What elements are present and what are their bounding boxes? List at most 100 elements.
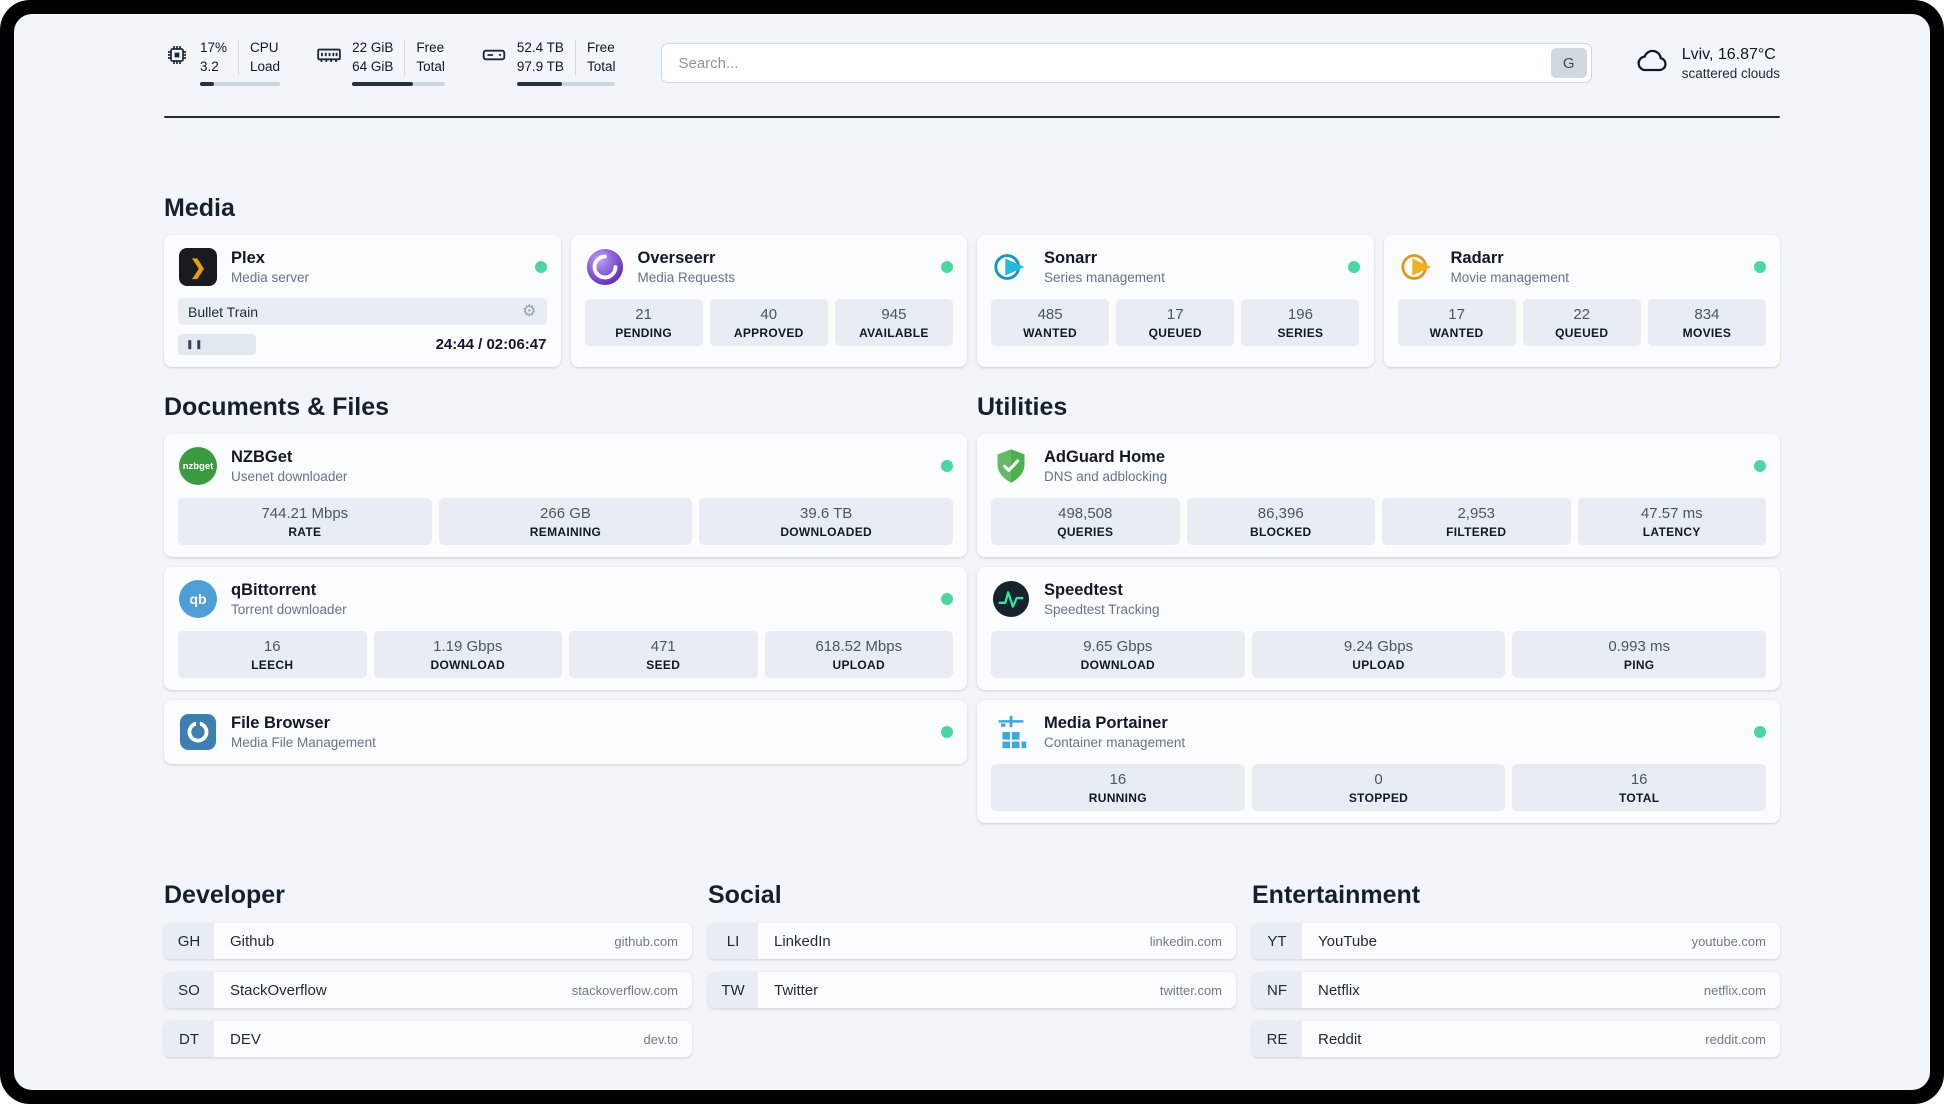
bookmark-url: youtube.com [1691, 933, 1766, 949]
status-dot [1754, 726, 1766, 739]
cloud-icon [1634, 43, 1670, 84]
gear-icon[interactable]: ⚙ [522, 302, 537, 320]
service-name: NZBGet [231, 448, 293, 467]
service-card-overseerr[interactable]: Overseerr Media Requests 21 PENDING 40 A… [570, 235, 967, 368]
stat-remaining: 266 GB REMAINING [438, 498, 693, 546]
utilities-column: Utilities AdGuard Home [977, 393, 1780, 824]
service-name: File Browser [231, 714, 331, 733]
disk-free-value: 52.4 TB [516, 40, 564, 55]
stat-total: 16 TOTAL [1512, 764, 1766, 812]
ram-free-label: Free [416, 40, 445, 55]
service-stats: 17 WANTED 22 QUEUED 834 MOVIES [1397, 299, 1767, 347]
disk-total-label: Total [586, 59, 616, 75]
stat-running: 16 RUNNING [991, 764, 1245, 812]
stat-rate: 744.21 Mbps RATE [178, 498, 432, 546]
service-subtitle: Torrent downloader [231, 602, 347, 618]
bookmark-name: Reddit [1318, 1030, 1362, 1048]
bookmark-group-developer: Developer GH Github github.com SO StackO… [164, 881, 692, 1058]
bookmark-abbr: YT [1252, 923, 1302, 960]
bookmark-name: StackOverflow [230, 981, 327, 999]
bookmark-abbr: GH [164, 923, 214, 960]
service-card-speedtest[interactable]: Speedtest Speedtest Tracking 9.65 Gbps D… [977, 567, 1780, 691]
speedtest-icon [991, 579, 1031, 619]
status-dot [1754, 460, 1766, 473]
service-name: Radarr [1450, 249, 1504, 268]
dashboard-page: 17% 3.2 CPU Load [14, 14, 1930, 1090]
service-card-portainer[interactable]: Media Portainer Container management 16 … [977, 700, 1780, 824]
status-dot [1754, 261, 1766, 274]
cpu-load-value: 3.2 [200, 59, 219, 75]
service-name: AdGuard Home [1044, 448, 1166, 467]
service-stats: 498,508 QUERIES 86,396 BLOCKED 2,953 FIL… [991, 498, 1766, 546]
cpu-load-label: Load [250, 59, 281, 75]
bookmark-linkedin[interactable]: LI LinkedIn linkedin.com [708, 923, 1236, 960]
service-stats: 16 LEECH 1.19 Gbps DOWNLOAD 471 SEED 6 [178, 631, 953, 679]
stat-queries: 498,508 QUERIES [991, 498, 1180, 546]
stat-wanted: 485 WANTED [991, 299, 1110, 347]
service-stats: 21 PENDING 40 APPROVED 945 AVAILABLE [584, 299, 954, 347]
section-title-utilities: Utilities [977, 393, 1068, 422]
stat-seed: 471 SEED [569, 631, 758, 679]
service-name: Media Portainer [1044, 714, 1168, 733]
service-subtitle: Usenet downloader [231, 469, 348, 485]
search-input[interactable] [661, 43, 1592, 84]
now-playing-title: Bullet Train [188, 303, 259, 320]
stat-wanted: 17 WANTED [1397, 299, 1516, 347]
bookmark-twitter[interactable]: TW Twitter twitter.com [708, 972, 1236, 1009]
bookmark-youtube[interactable]: YT YouTube youtube.com [1252, 923, 1780, 960]
stat-latency: 47.57 ms LATENCY [1577, 498, 1766, 546]
bookmark-group-social: Social LI LinkedIn linkedin.com TW Twitt… [708, 881, 1236, 1009]
bookmark-url: netflix.com [1703, 982, 1766, 998]
plex-icon: ❯ [178, 247, 218, 287]
bookmark-dev[interactable]: DT DEV dev.to [164, 1021, 692, 1058]
bookmark-stackoverflow[interactable]: SO StackOverflow stackoverflow.com [164, 972, 692, 1009]
service-card-qbittorrent[interactable]: qb qBittorrent Torrent downloader 16 LEE… [164, 567, 967, 691]
qbittorrent-icon: qb [178, 579, 218, 619]
section-title-social: Social [708, 881, 782, 910]
filebrowser-icon [178, 712, 218, 752]
weather-condition: scattered clouds [1681, 65, 1780, 81]
media-controls: ❚❚ 24:44 / 02:06:47 [178, 334, 547, 356]
stat-movies: 834 MOVIES [1647, 299, 1766, 347]
status-dot [941, 726, 953, 739]
service-subtitle: Container management [1044, 735, 1186, 751]
bookmark-name: Github [230, 932, 275, 950]
cpu-label: CPU [250, 40, 279, 55]
bookmark-reddit[interactable]: RE Reddit reddit.com [1252, 1021, 1780, 1058]
status-dot [1347, 261, 1360, 274]
playback-time: 24:44 / 02:06:47 [435, 336, 547, 354]
service-stats: 744.21 Mbps RATE 266 GB REMAINING 39.6 T… [178, 498, 953, 546]
service-card-adguard[interactable]: AdGuard Home DNS and adblocking 498,508 … [977, 434, 1780, 558]
service-subtitle: Media server [231, 270, 310, 286]
pause-button[interactable]: ❚❚ [178, 334, 256, 356]
service-subtitle: DNS and adblocking [1044, 469, 1168, 485]
stat-available: 945 AVAILABLE [834, 299, 953, 347]
stat-approved: 40 APPROVED [709, 299, 828, 347]
service-name: Sonarr [1044, 249, 1098, 268]
service-card-filebrowser[interactable]: File Browser Media File Management [164, 700, 967, 765]
search-engine-button[interactable]: G [1550, 48, 1587, 79]
bookmark-github[interactable]: GH Github github.com [164, 923, 692, 960]
ram-total-label: Total [416, 59, 445, 75]
disk-usage-bar [516, 82, 616, 87]
ram-usage-bar [352, 82, 445, 87]
weather-widget: Lviv, 16.87°C scattered clouds [1634, 43, 1780, 84]
cpu-percent: 17% [200, 40, 228, 55]
service-name: Plex [231, 249, 265, 268]
bookmark-abbr: RE [1252, 1021, 1302, 1058]
service-card-radarr[interactable]: Radarr Movie management 17 WANTED 22 QUE… [1383, 235, 1780, 368]
service-card-sonarr[interactable]: Sonarr Series management 485 WANTED 17 Q… [977, 235, 1374, 368]
bookmark-netflix[interactable]: NF Netflix netflix.com [1252, 972, 1780, 1009]
service-subtitle: Movie management [1450, 270, 1570, 286]
bookmark-url: github.com [614, 933, 678, 949]
portainer-icon [991, 712, 1031, 752]
bookmark-name: YouTube [1318, 932, 1377, 950]
service-card-nzbget[interactable]: nzbget NZBGet Usenet downloader 744.21 M… [164, 434, 967, 558]
cpu-widget: 17% 3.2 CPU Load [164, 40, 281, 87]
hardware-stats: 17% 3.2 CPU Load [164, 40, 616, 87]
bookmark-url: twitter.com [1159, 982, 1222, 998]
service-card-plex[interactable]: ❯ Plex Media server Bullet Train ⚙ ❚❚ 24… [164, 235, 561, 368]
service-stats: 16 RUNNING 0 STOPPED 16 TOTAL [991, 764, 1766, 812]
stat-blocked: 86,396 BLOCKED [1186, 498, 1375, 546]
